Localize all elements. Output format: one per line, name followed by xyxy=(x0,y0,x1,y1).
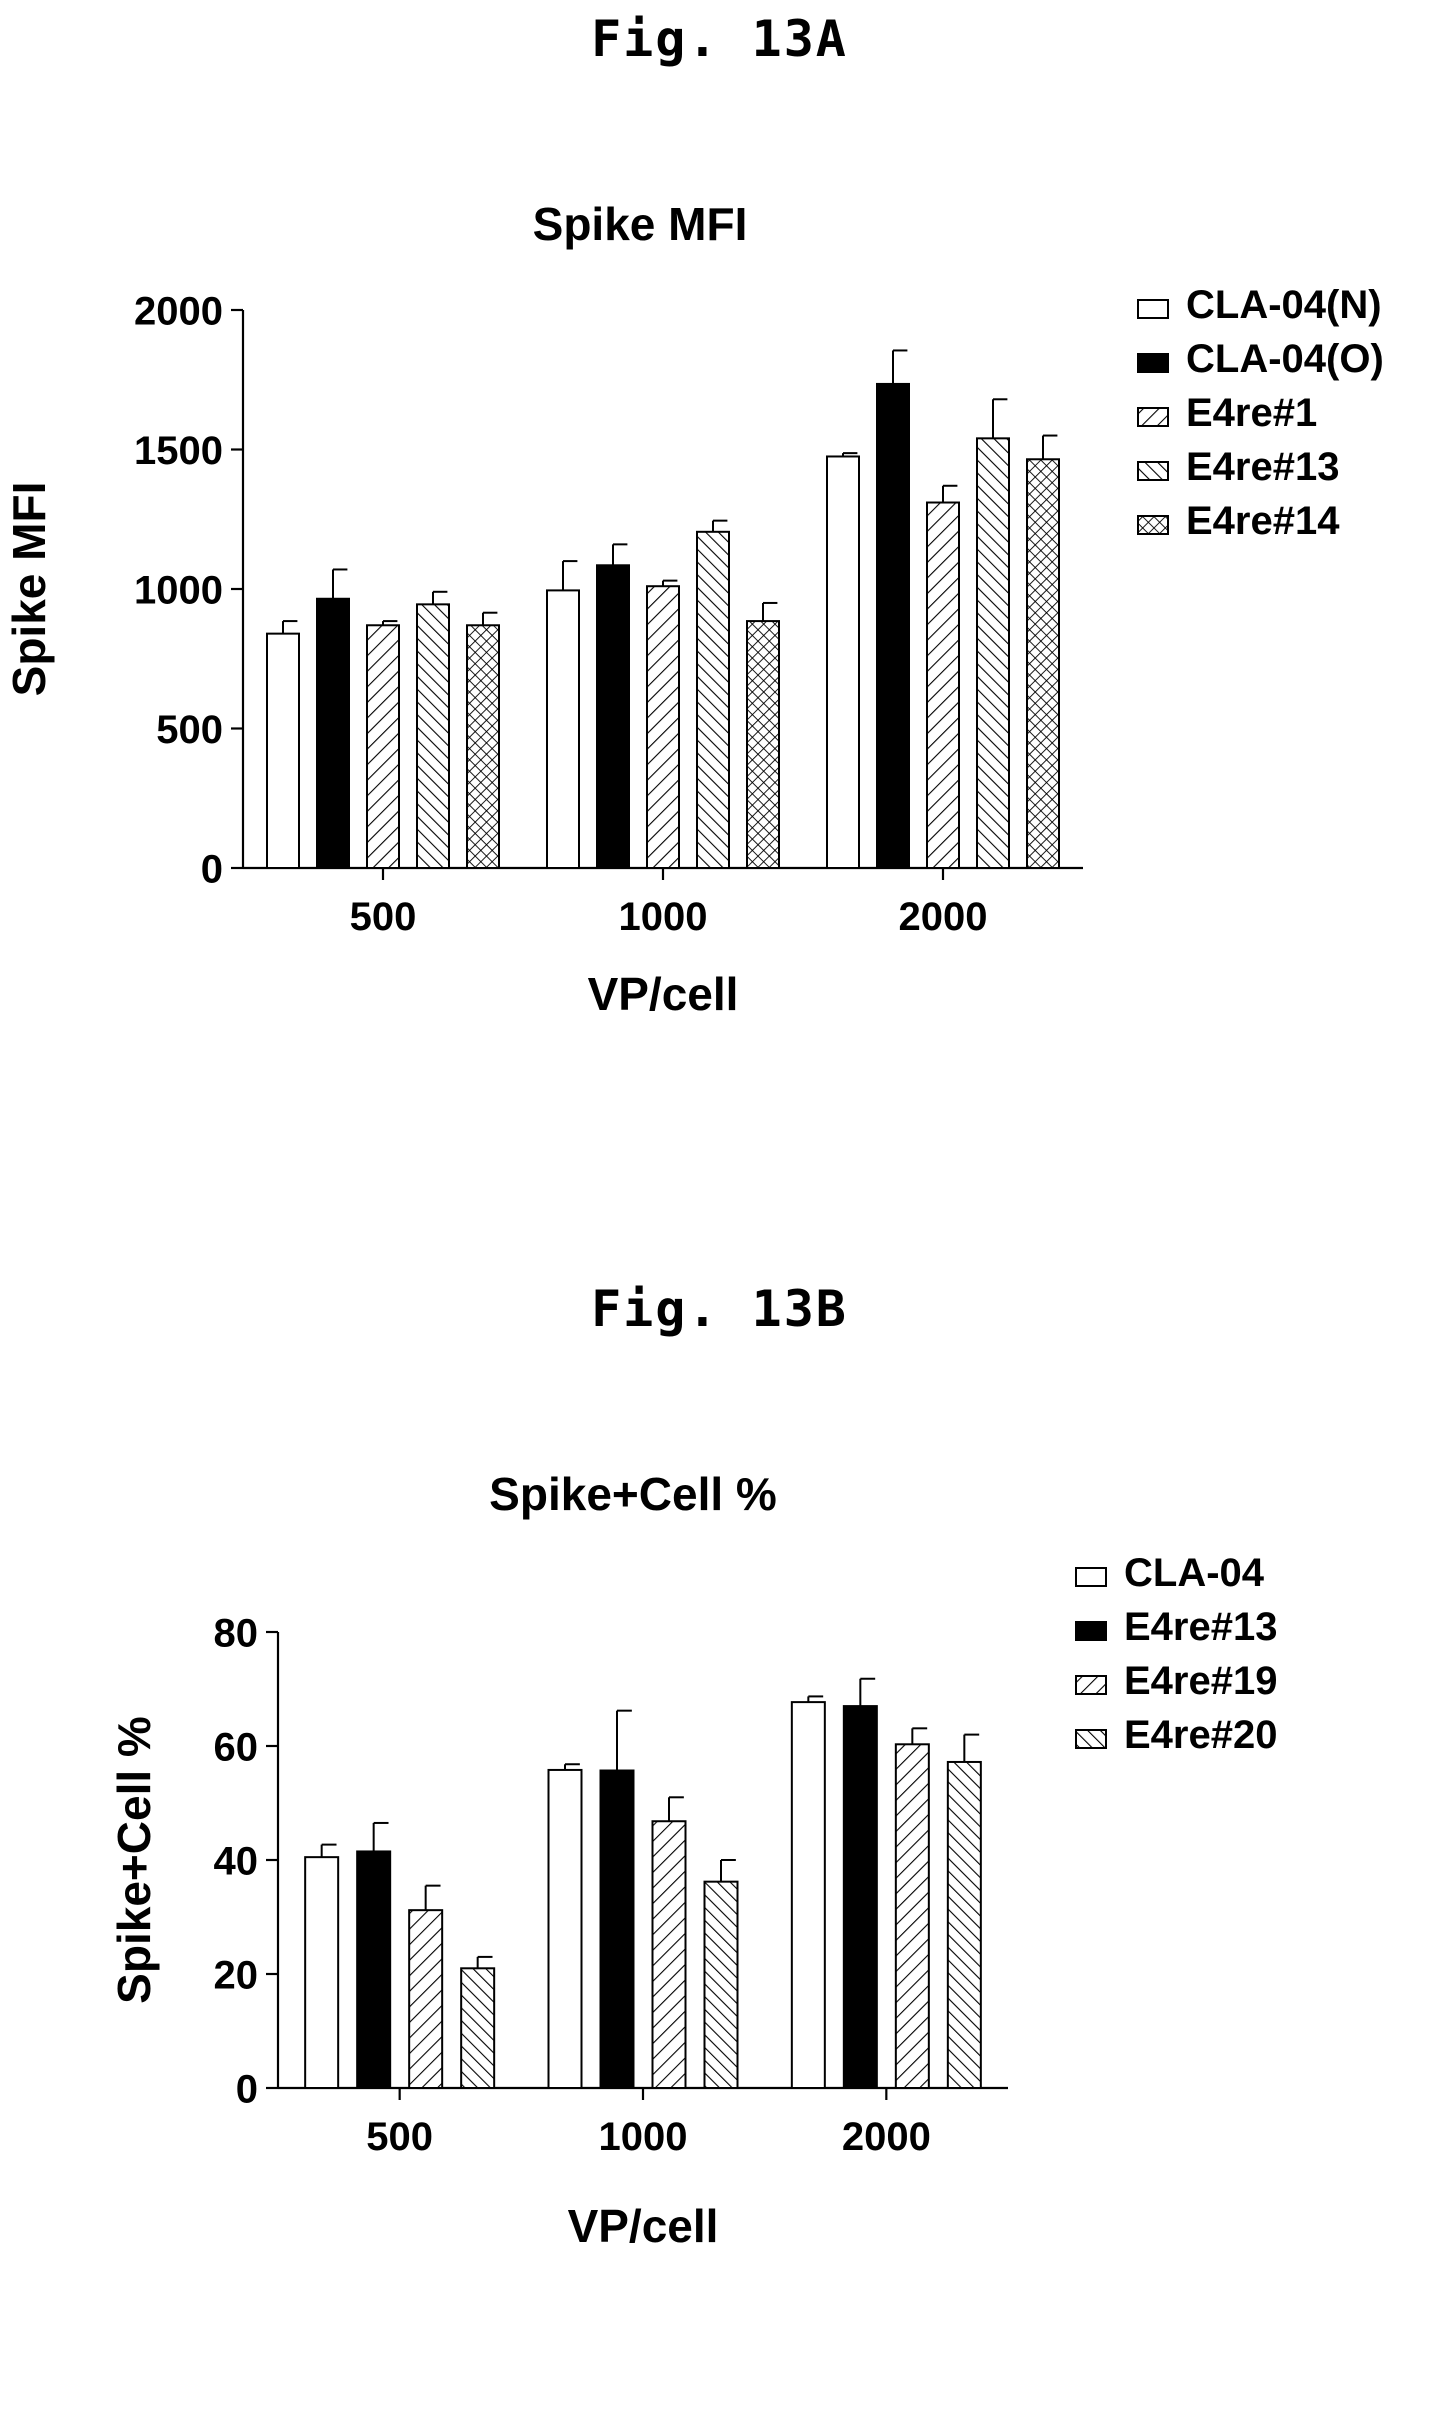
legend-swatch xyxy=(1137,353,1169,373)
x-tick-label: 1000 xyxy=(599,2115,688,2159)
y-tick-label: 1500 xyxy=(134,429,223,473)
legend-swatch xyxy=(1137,299,1169,319)
legend-label: CLA-04(O) xyxy=(1186,337,1384,381)
y-tick-label: 2000 xyxy=(134,289,223,333)
y-tick-label: 40 xyxy=(214,1839,259,1883)
bar xyxy=(651,1820,687,2089)
x-tick-label: 2000 xyxy=(899,895,988,939)
y-tick-label: 80 xyxy=(214,1611,259,1655)
figure-a-label: Fig. 13A xyxy=(591,10,848,68)
bar xyxy=(596,564,630,869)
bar xyxy=(547,1768,583,2089)
x-tick-label: 1000 xyxy=(619,895,708,939)
bar xyxy=(646,585,680,869)
legend-swatch xyxy=(1075,1567,1107,1587)
legend-label: E4re#13 xyxy=(1124,1605,1277,1649)
bar xyxy=(599,1769,635,2089)
y-tick-label: 0 xyxy=(201,847,223,891)
legend-swatch xyxy=(1137,515,1169,535)
bar xyxy=(460,1967,496,2089)
legend-swatch xyxy=(1075,1729,1107,1749)
y-tick-label: 1000 xyxy=(134,568,223,612)
bar xyxy=(466,624,500,869)
chart-spike-mfi: Spike MFI Spike MFI 0 500 1000 1500 2000 500 100… xyxy=(3,198,1384,1020)
legend-label: E4re#20 xyxy=(1124,1713,1277,1757)
legend-label: E4re#13 xyxy=(1186,445,1339,489)
bar xyxy=(266,632,300,870)
bar xyxy=(546,589,580,869)
bar xyxy=(746,620,780,869)
x-tick-label: 500 xyxy=(350,895,417,939)
bar xyxy=(976,437,1010,869)
bar xyxy=(790,1701,826,2089)
bar xyxy=(946,1760,982,2089)
bar xyxy=(356,1850,392,2090)
legend-swatch xyxy=(1137,461,1169,481)
legend-swatch xyxy=(1075,1675,1107,1695)
bar xyxy=(876,382,910,869)
y-tick-label: 0 xyxy=(236,2067,258,2111)
chart-title: Spike MFI xyxy=(533,198,748,250)
y-axis-label: Spike MFI xyxy=(3,482,55,697)
bar xyxy=(703,1880,739,2089)
y-tick-label: 60 xyxy=(214,1725,259,1769)
legend-swatch xyxy=(1075,1621,1107,1641)
figure-b-label: Fig. 13B xyxy=(591,1280,848,1338)
x-axis-label: VP/cell xyxy=(568,2200,719,2252)
y-tick-label: 20 xyxy=(214,1953,259,1997)
legend-label: CLA-04 xyxy=(1124,1551,1265,1595)
bar xyxy=(416,603,450,869)
x-tick-label: 2000 xyxy=(842,2115,931,2159)
legend-label: E4re#1 xyxy=(1186,391,1317,435)
bar xyxy=(696,530,730,869)
x-tick-label: 500 xyxy=(366,2115,433,2159)
bar xyxy=(316,597,350,869)
x-axis-label: VP/cell xyxy=(588,968,739,1020)
y-tick-label: 500 xyxy=(156,708,223,752)
bar xyxy=(826,455,860,869)
legend-swatch xyxy=(1137,407,1169,427)
legend-label: CLA-04(N) xyxy=(1186,283,1382,327)
legend-label: E4re#19 xyxy=(1124,1659,1277,1703)
legend-label: E4re#14 xyxy=(1186,499,1340,543)
bar xyxy=(304,1856,340,2089)
bar xyxy=(408,1909,444,2089)
bar xyxy=(894,1743,930,2089)
chart-title: Spike+Cell % xyxy=(489,1468,777,1520)
y-axis-label: Spike+Cell % xyxy=(108,1716,160,2004)
bar xyxy=(1026,458,1060,869)
chart-spike-cell-percent: Spike+Cell % Spike+Cell % 0 20 40 60 80 500 1000… xyxy=(108,1468,1277,2252)
bar xyxy=(926,501,960,869)
bar xyxy=(366,624,400,869)
bar xyxy=(842,1705,878,2089)
